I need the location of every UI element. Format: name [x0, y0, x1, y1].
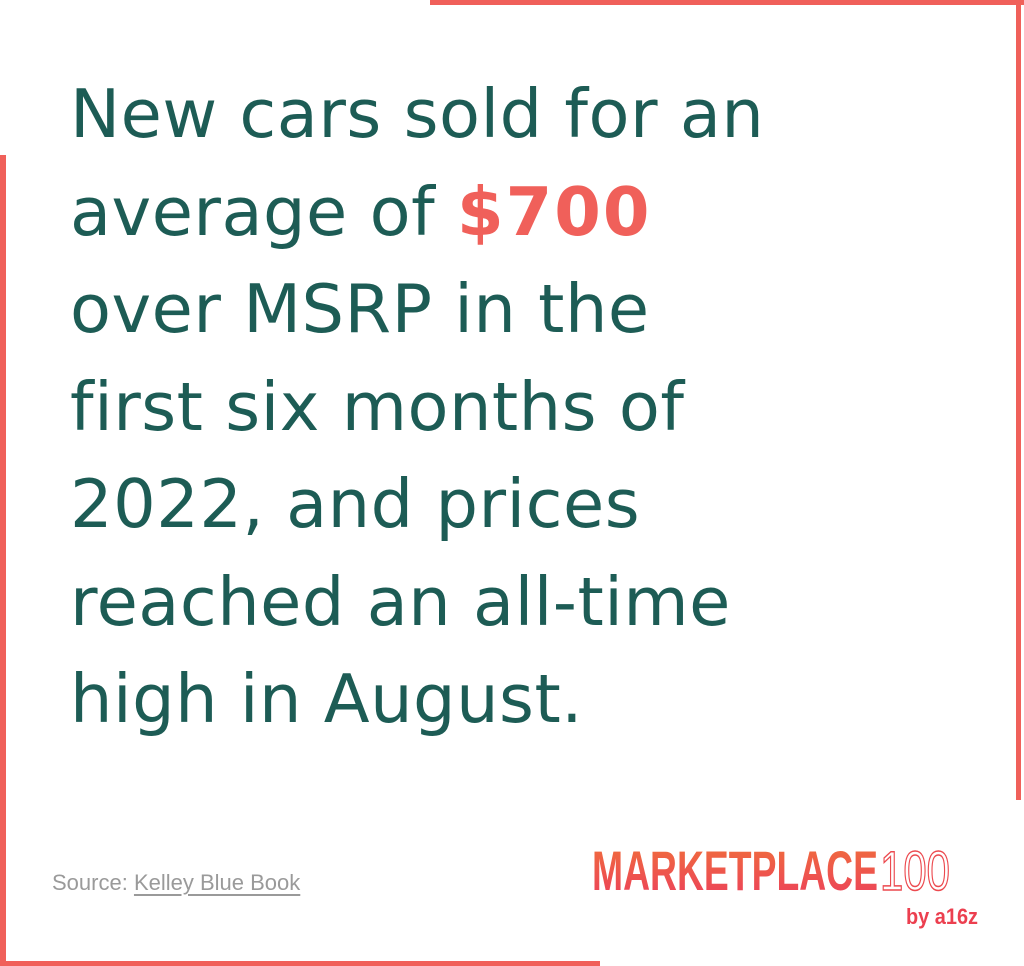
headline-line: high in August. — [70, 660, 584, 738]
logo-number: 100 — [880, 839, 950, 902]
border-bottom — [0, 961, 600, 966]
headline: New cars sold for an average of $700 ove… — [70, 66, 764, 749]
border-right — [1016, 0, 1021, 800]
headline-line: New cars sold for an — [70, 75, 765, 153]
headline-line: reached an all-time — [70, 562, 731, 641]
logo-byline: by a16z — [906, 904, 978, 929]
headline-text: average of — [70, 172, 436, 251]
source: Source: Kelley Blue Book — [52, 870, 300, 896]
highlight: $700 — [456, 172, 652, 251]
headline-line: first six months of — [70, 367, 685, 446]
headline-line: 2022, and prices — [70, 465, 641, 543]
border-top — [430, 0, 1024, 5]
source-label: Source: — [52, 870, 128, 895]
headline-line: over MSRP in the — [70, 270, 650, 348]
logo: MARKETPLACE 100 by a16z — [592, 838, 978, 929]
source-link[interactable]: Kelley Blue Book — [133, 870, 301, 895]
headline-line: average of $700 — [70, 164, 764, 262]
border-left — [0, 155, 6, 966]
logo-name: MARKETPLACE — [592, 839, 878, 902]
